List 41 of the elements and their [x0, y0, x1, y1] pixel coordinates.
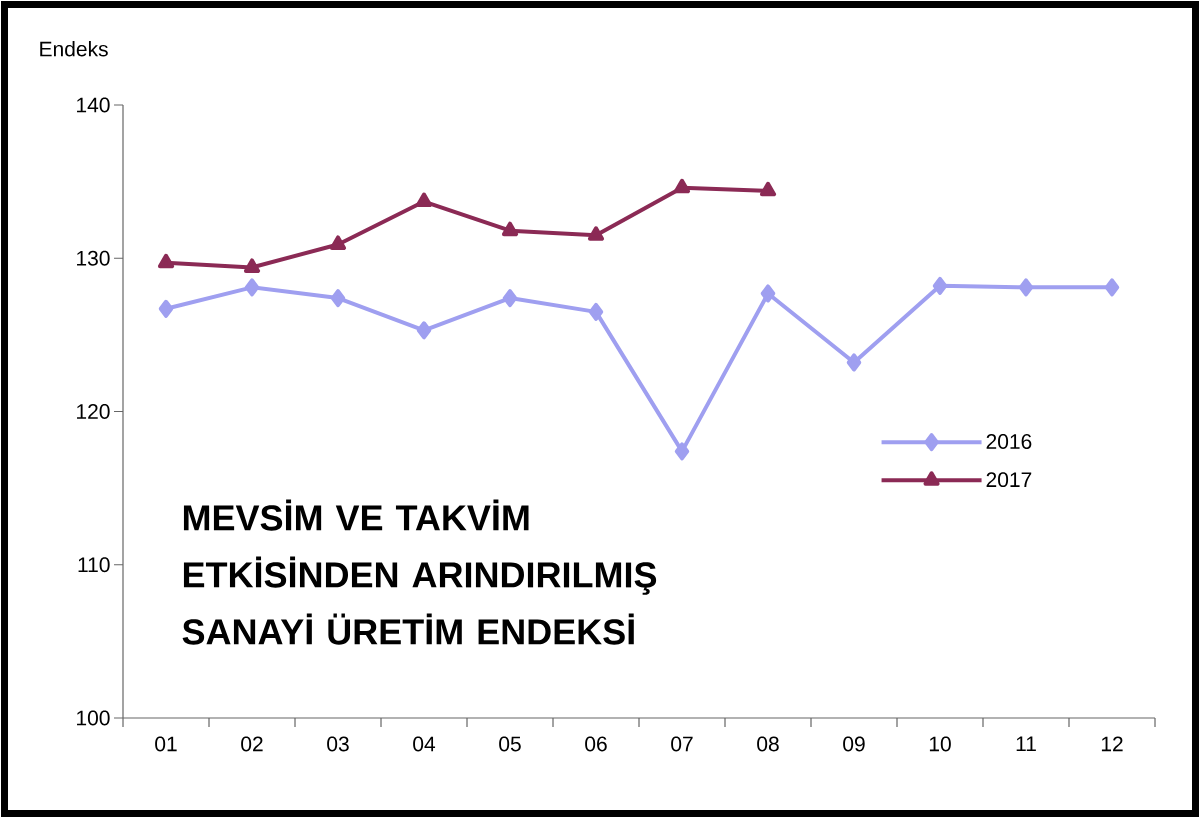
y-tick-label: 130 — [77, 250, 110, 266]
point — [674, 442, 690, 461]
x-tick-label: 06 — [585, 736, 607, 752]
point — [244, 278, 260, 297]
x-tick-label: 11 — [1016, 736, 1036, 751]
x-tick-label: 12 — [1101, 736, 1123, 752]
legend-label: 2016 — [986, 434, 1032, 449]
point — [1018, 278, 1034, 297]
point — [932, 276, 948, 295]
point — [501, 221, 519, 237]
point — [243, 258, 261, 273]
point — [759, 181, 777, 197]
point — [587, 226, 605, 241]
x-tick-label: 10 — [929, 736, 951, 752]
point — [416, 321, 432, 340]
y-tick-label: 140 — [77, 97, 110, 113]
legend-label: 2017 — [986, 472, 1032, 488]
x-tick-label: 04 — [413, 736, 436, 752]
point — [760, 284, 776, 303]
y-tick-label: 100 — [77, 710, 110, 726]
y-tick-label: 110 — [78, 557, 110, 573]
x-tick-label: 09 — [843, 736, 865, 752]
x-tick-label: 05 — [499, 736, 521, 752]
point — [846, 353, 862, 372]
point — [673, 178, 691, 194]
y-axis-title: Endeks — [40, 41, 108, 57]
point — [158, 299, 174, 318]
y-tick-label: 120 — [77, 404, 110, 419]
point — [415, 192, 433, 208]
x-tick-label: 02 — [241, 736, 263, 752]
point — [157, 253, 175, 269]
x-tick-label: 01 — [155, 736, 177, 752]
point — [588, 302, 604, 321]
point — [502, 289, 518, 308]
x-tick-label: 07 — [671, 736, 693, 752]
x-tick-label: 03 — [327, 736, 349, 752]
point — [1104, 278, 1120, 297]
text: MEVSİM VE TAKVİM ETKİSİNDEN ARINDIRILMIŞ SANAYİ ÜRETİM ENDEKSİ — [182, 499, 657, 645]
x-tick-label: 08 — [757, 736, 779, 752]
point — [329, 235, 347, 250]
point — [330, 289, 346, 308]
